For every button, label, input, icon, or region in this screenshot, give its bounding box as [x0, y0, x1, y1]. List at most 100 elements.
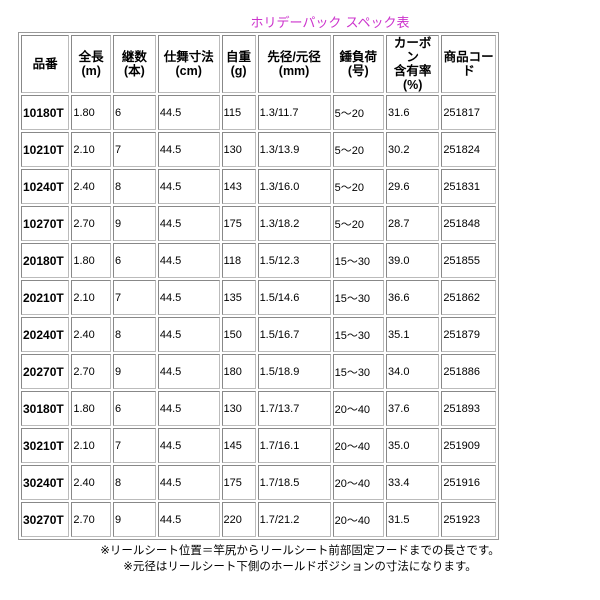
table-cell: 251855: [441, 243, 496, 278]
table-cell: 5～20: [332, 95, 385, 130]
table-cell: 1.7/13.7: [257, 391, 331, 426]
table-cell: 8: [112, 465, 156, 500]
product-number-cell: 10240T: [21, 169, 70, 204]
column-header: 継数 (本): [112, 35, 156, 93]
table-cell: 9: [112, 502, 156, 537]
column-header: 商品コー ド: [441, 35, 496, 93]
table-cell: 1.3/11.7: [257, 95, 331, 130]
table-cell: 2.10: [71, 132, 111, 167]
table-cell: 35.1: [386, 317, 440, 352]
product-number-cell: 20270T: [21, 354, 70, 389]
column-header: 仕舞寸法 (cm): [157, 35, 220, 93]
table-cell: 36.6: [386, 280, 440, 315]
table-cell: 35.0: [386, 428, 440, 463]
table-cell: 9: [112, 206, 156, 241]
table-cell: 2.10: [71, 280, 111, 315]
table-cell: 2.40: [71, 317, 111, 352]
table-cell: 1.7/16.1: [257, 428, 331, 463]
table-cell: 143: [221, 169, 256, 204]
table-cell: 5～20: [332, 132, 385, 167]
table-row: 10240T 2.40 8 44.5 143 1.3/16.0 5～20 29.6 251831: [21, 169, 496, 204]
header-row: 品番 全長 (m) 継数 (本) 仕舞寸法 (cm) 自重 (g) 先径/元径 (mm) 錘…: [21, 35, 496, 93]
table-cell: 15～30: [332, 317, 385, 352]
product-number-cell: 20240T: [21, 317, 70, 352]
column-header: カーボン 含有率 (%): [386, 35, 440, 93]
column-header: 品番: [21, 35, 70, 93]
table-cell: 1.3/13.9: [257, 132, 331, 167]
table-cell: 44.5: [157, 95, 220, 130]
table-cell: 220: [221, 502, 256, 537]
table-cell: 29.6: [386, 169, 440, 204]
table-row: 10210T 2.10 7 44.5 130 1.3/13.9 5～20 30.2 251824: [21, 132, 496, 167]
table-cell: 20～40: [332, 502, 385, 537]
table-cell: 175: [221, 206, 256, 241]
table-cell: 251879: [441, 317, 496, 352]
table-cell: 1.5/16.7: [257, 317, 331, 352]
table-cell: 130: [221, 391, 256, 426]
table-cell: 251824: [441, 132, 496, 167]
table-cell: 44.5: [157, 317, 220, 352]
product-number-cell: 30270T: [21, 502, 70, 537]
footnote-reel-seat: ※リールシート位置＝竿尻からリールシート前部固定フードまでの長さです。: [100, 543, 500, 557]
table-row: 30270T 2.70 9 44.5 220 1.7/21.2 20～40 31.5 25192…: [21, 502, 496, 537]
table-cell: 44.5: [157, 132, 220, 167]
table-cell: 251848: [441, 206, 496, 241]
product-number-cell: 10180T: [21, 95, 70, 130]
table-cell: 1.80: [71, 95, 111, 130]
table-row: 20210T 2.10 7 44.5 135 1.5/14.6 15～30 36.6 25186…: [21, 280, 496, 315]
product-number-cell: 30210T: [21, 428, 70, 463]
table-cell: 20～40: [332, 428, 385, 463]
table-cell: 15～30: [332, 243, 385, 278]
table-cell: 2.40: [71, 465, 111, 500]
table-cell: 7: [112, 132, 156, 167]
table-cell: 115: [221, 95, 256, 130]
table-cell: 6: [112, 95, 156, 130]
table-cell: 251817: [441, 95, 496, 130]
table-cell: 44.5: [157, 243, 220, 278]
table-cell: 1.5/14.6: [257, 280, 331, 315]
table-cell: 9: [112, 354, 156, 389]
table-cell: 180: [221, 354, 256, 389]
table-row: 20180T 1.80 6 44.5 118 1.5/12.3 15～30 39.0 25185…: [21, 243, 496, 278]
table-cell: 44.5: [157, 206, 220, 241]
table-cell: 31.5: [386, 502, 440, 537]
table-cell: 2.10: [71, 428, 111, 463]
table-row: 30240T 2.40 8 44.5 175 1.7/18.5 20～40 33.4 25191…: [21, 465, 496, 500]
table-cell: 251831: [441, 169, 496, 204]
table-cell: 251862: [441, 280, 496, 315]
table-row: 30180T 1.80 6 44.5 130 1.7/13.7 20～40 37.6 25189…: [21, 391, 496, 426]
table-row: 20270T 2.70 9 44.5 180 1.5/18.9 15～30 34.0 25188…: [21, 354, 496, 389]
table-cell: 1.80: [71, 391, 111, 426]
table-cell: 251916: [441, 465, 496, 500]
table-row: 10270T 2.70 9 44.5 175 1.3/18.2 5～20 28.7 251848: [21, 206, 496, 241]
product-number-cell: 20210T: [21, 280, 70, 315]
table-cell: 15～30: [332, 280, 385, 315]
table-cell: 251909: [441, 428, 496, 463]
table-cell: 44.5: [157, 169, 220, 204]
product-number-cell: 10210T: [21, 132, 70, 167]
table-cell: 44.5: [157, 280, 220, 315]
column-header: 全長 (m): [71, 35, 111, 93]
table-row: 20240T 2.40 8 44.5 150 1.5/16.7 15～30 35.1 25187…: [21, 317, 496, 352]
table-cell: 1.7/18.5: [257, 465, 331, 500]
table-cell: 20～40: [332, 391, 385, 426]
table-cell: 44.5: [157, 391, 220, 426]
table-cell: 130: [221, 132, 256, 167]
table-cell: 1.5/18.9: [257, 354, 331, 389]
table-cell: 2.40: [71, 169, 111, 204]
table-cell: 6: [112, 243, 156, 278]
table-cell: 251886: [441, 354, 496, 389]
table-cell: 1.7/21.2: [257, 502, 331, 537]
table-row: 10180T 1.80 6 44.5 115 1.3/11.7 5～20 31.6 251817: [21, 95, 496, 130]
table-cell: 1.3/18.2: [257, 206, 331, 241]
table-cell: 7: [112, 428, 156, 463]
table-cell: 44.5: [157, 465, 220, 500]
table-cell: 145: [221, 428, 256, 463]
table-cell: 44.5: [157, 502, 220, 537]
column-header: 先径/元径 (mm): [257, 35, 331, 93]
table-cell: 8: [112, 169, 156, 204]
table-cell: 28.7: [386, 206, 440, 241]
table-cell: 44.5: [157, 428, 220, 463]
table-cell: 2.70: [71, 354, 111, 389]
table-cell: 2.70: [71, 206, 111, 241]
